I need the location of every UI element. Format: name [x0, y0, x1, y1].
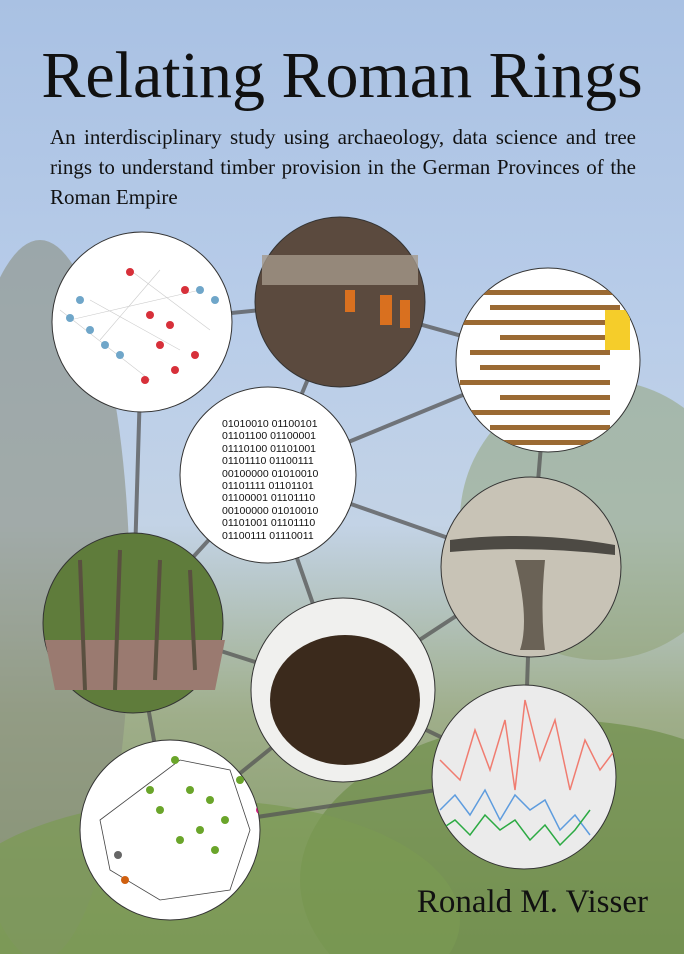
- binary-line: 01101100 01100001: [222, 430, 317, 443]
- title: Relating Roman Rings: [41, 39, 643, 112]
- binary-text: 01010010 01100101 01101100 01100001 011101…: [222, 418, 318, 542]
- binary-line: 00100000 01010010: [222, 504, 319, 517]
- binary-line: 01101111 01101101: [222, 480, 314, 493]
- binary-line: 01100111 01110011: [222, 529, 314, 542]
- subtitle: An interdisciplinary study using archaeo…: [50, 125, 636, 209]
- binary-line: 01110100 01101001: [222, 442, 317, 455]
- binary-line: 01101110 01100111: [222, 455, 314, 468]
- author: Ronald M. Visser: [416, 884, 648, 920]
- binary-line: 00100000 01010010: [222, 467, 319, 480]
- binary-line: 01101001 01101110: [222, 517, 316, 530]
- binary-line: 01010010 01100101: [222, 418, 318, 430]
- binary-line: 01100001 01101110: [222, 492, 316, 505]
